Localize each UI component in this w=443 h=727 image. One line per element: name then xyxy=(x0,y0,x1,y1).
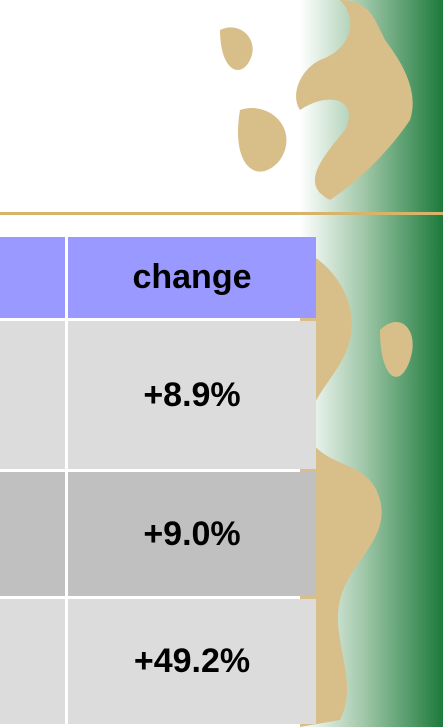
header-cell: change xyxy=(68,237,316,318)
cell: +49.2% xyxy=(68,599,316,724)
header-cell xyxy=(0,237,65,318)
cell xyxy=(0,599,65,724)
cell xyxy=(0,472,65,596)
cell: +8.9% xyxy=(68,321,316,469)
divider xyxy=(0,212,443,215)
cell xyxy=(0,321,65,469)
calligraphy xyxy=(220,0,413,727)
cell: +9.0% xyxy=(68,472,316,596)
